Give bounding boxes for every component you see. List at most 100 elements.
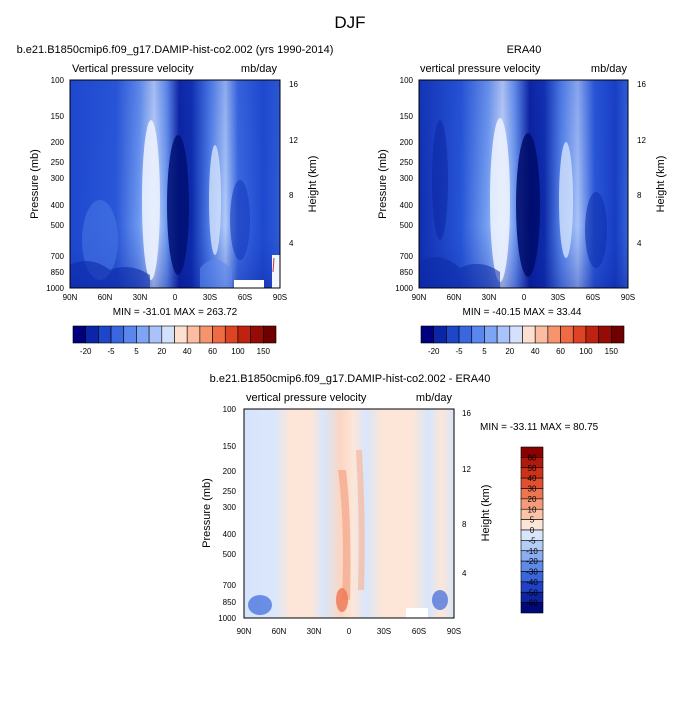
colorbar-swatch — [123, 325, 137, 344]
ytick: 250 — [223, 487, 237, 496]
colorbar-swatch — [520, 602, 544, 614]
ytick: 150 — [51, 112, 65, 121]
colorbar-label: 40 — [528, 474, 537, 483]
ytick: 400 — [223, 530, 237, 539]
colorbar-swatch — [186, 325, 201, 344]
xtick: 60S — [586, 293, 600, 302]
xtick: 60N — [272, 627, 287, 636]
colorbar-swatch — [263, 325, 277, 344]
colorbar-label: 20 — [528, 495, 537, 504]
panel-obs-y-ticks: 100 150 200 250 300 400 500 700 850 1000 — [395, 76, 413, 293]
panel-obs-variable-label: vertical pressure velocity — [420, 63, 541, 75]
colorbar-swatch — [522, 325, 536, 344]
panel-diff-y2label: Height (km) — [480, 485, 492, 542]
panel-model-variable-label: Vertical pressure velocity — [72, 63, 194, 75]
colorbar-label: 50 — [528, 464, 537, 473]
y2tick: 8 — [462, 520, 467, 529]
colorbar-label: 30 — [528, 485, 537, 494]
panel-obs-axes: Pressure (mb) Height (km) 100 150 200 25… — [377, 76, 667, 302]
ytick: 150 — [223, 442, 237, 451]
panel-model-plot-area — [69, 79, 281, 289]
ytick: 100 — [223, 405, 237, 414]
ytick: 1000 — [395, 284, 413, 293]
colorbar-swatch — [98, 325, 112, 344]
panel-obs-x-ticks: 90N 60N 30N 0 30S 60S 90S — [412, 293, 635, 302]
panel-diff-variable-label: vertical pressure velocity — [246, 392, 367, 404]
colorbar-swatch — [250, 325, 264, 344]
panel-obs-stats: MIN = -40.15 MAX = 33.44 — [463, 307, 582, 318]
colorbar-label: -10 — [526, 547, 538, 556]
xtick: 0 — [173, 293, 178, 302]
y2tick: 16 — [289, 80, 298, 89]
ytick: 700 — [223, 581, 237, 590]
panel-model: b.e21.B1850cmip6.f09_g17.DAMIP-hist-co2.… — [17, 44, 334, 356]
panel-model-axes: Pressure (mb) Height (km) 100 150 200 25… — [29, 76, 319, 302]
ytick: 850 — [223, 598, 237, 607]
xtick: 90S — [447, 627, 461, 636]
colorbar-swatch — [174, 325, 188, 344]
xtick: 60N — [447, 293, 462, 302]
colorbar-swatch — [598, 325, 612, 344]
ytick: 500 — [51, 221, 65, 230]
colorbar-label: 60 — [208, 347, 217, 356]
xtick: 30N — [133, 293, 148, 302]
colorbar-swatch — [85, 325, 99, 344]
xtick: 90N — [237, 627, 252, 636]
xtick: 0 — [522, 293, 527, 302]
xtick: 30N — [307, 627, 322, 636]
xtick: 90N — [412, 293, 427, 302]
ytick: 100 — [51, 76, 65, 85]
colorbar-swatch — [496, 325, 511, 344]
y2tick: 12 — [289, 136, 298, 145]
colorbar-swatch — [237, 325, 251, 344]
panel-model-x-ticks: 90N 60N 30N 0 30S 60S 90S — [63, 293, 287, 302]
colorbar-label: -5 — [528, 536, 536, 545]
colorbar-label: 0 — [530, 526, 535, 535]
colorbar-label: 10 — [528, 505, 537, 514]
colorbar-swatch — [458, 325, 473, 344]
xtick: 0 — [347, 627, 352, 636]
panel-diff-title: b.e21.B1850cmip6.f09_g17.DAMIP-hist-co2.… — [210, 373, 491, 385]
colorbar-swatch — [110, 325, 125, 344]
colorbar-swatch — [471, 325, 485, 344]
ytick: 700 — [400, 252, 414, 261]
ytick: 200 — [400, 138, 414, 147]
colorbar-label: 5 — [482, 347, 487, 356]
colorbar-swatch — [136, 325, 150, 344]
colorbar-label: -20 — [526, 557, 538, 566]
colorbar-label: 5 — [134, 347, 139, 356]
colorbar-swatch — [199, 325, 213, 344]
panel-model-ylabel: Pressure (mb) — [29, 149, 41, 219]
colorbar-label: -50 — [526, 588, 538, 597]
colorbar-label: -5 — [456, 347, 464, 356]
panel-model-colorbar: -20 -5 5 20 40 60 100 150 — [72, 325, 277, 356]
xtick: 60S — [412, 627, 426, 636]
panel-diff-y2-ticks: 16 12 8 4 — [462, 409, 471, 578]
panel-obs: ERA40 vertical pressure velocity mb/day … — [377, 44, 667, 356]
panel-obs-colorbar: -20 -5 5 20 40 60 100 150 — [420, 325, 625, 356]
panel-model-y2label: Height (km) — [307, 156, 319, 213]
panel-obs-ylabel: Pressure (mb) — [377, 149, 389, 219]
ytick: 250 — [400, 158, 414, 167]
panel-diff-ylabel: Pressure (mb) — [201, 478, 213, 548]
colorbar-swatch — [433, 325, 447, 344]
panel-diff-x-ticks: 90N 60N 30N 0 30S 60S 90S — [237, 627, 461, 636]
ytick: 1000 — [218, 614, 236, 623]
panel-obs-plot-area — [418, 79, 629, 289]
colorbar-label: -20 — [80, 347, 92, 356]
panel-diff-axes: Pressure (mb) Height (km) 100 150 200 25… — [201, 405, 492, 636]
ytick: 300 — [51, 174, 65, 183]
ytick: 100 — [400, 76, 414, 85]
y2tick: 4 — [462, 569, 467, 578]
y2tick: 8 — [637, 191, 642, 200]
colorbar-swatch — [534, 325, 549, 344]
ytick: 500 — [400, 221, 414, 230]
panel-model-stats: MIN = -31.01 MAX = 263.72 — [113, 307, 238, 318]
y2tick: 8 — [289, 191, 294, 200]
y2tick: 4 — [637, 239, 642, 248]
ytick: 300 — [400, 174, 414, 183]
colorbar-label: 60 — [556, 347, 565, 356]
colorbar-label: 60 — [528, 453, 537, 462]
ytick: 150 — [400, 112, 414, 121]
panel-obs-y2-ticks: 16 12 8 4 — [637, 80, 646, 248]
